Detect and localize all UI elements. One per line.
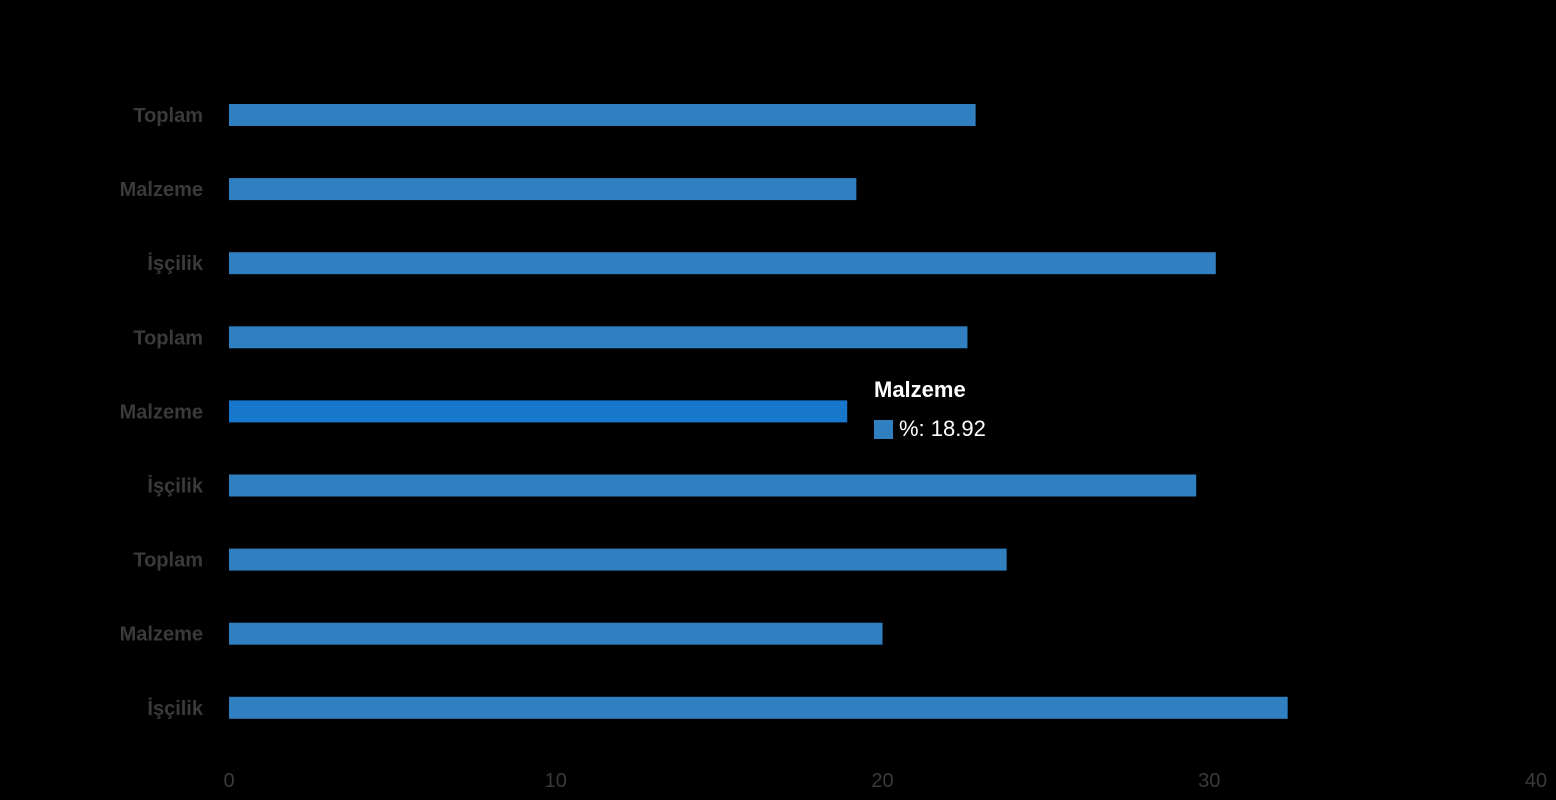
x-tick-label-2: 20 bbox=[871, 770, 893, 792]
category-label-3: Toplam bbox=[133, 327, 203, 349]
bar-2[interactable] bbox=[229, 252, 1216, 275]
category-label-6: Toplam bbox=[133, 550, 203, 572]
bar-1[interactable] bbox=[229, 178, 857, 201]
bar-4[interactable] bbox=[229, 400, 848, 423]
category-label-8: İşçilik bbox=[147, 697, 203, 720]
category-label-5: İşçilik bbox=[147, 475, 203, 498]
x-tick-label-4: 40 bbox=[1525, 770, 1547, 792]
bar-8[interactable] bbox=[229, 696, 1288, 719]
bar-0[interactable] bbox=[229, 104, 976, 126]
category-label-2: İşçilik bbox=[147, 252, 203, 275]
x-tick-label-3: 30 bbox=[1198, 770, 1220, 792]
category-labels: Toplam Malzeme İşçilik Toplam Malzeme İşçilik… bbox=[120, 105, 204, 720]
bar-7[interactable] bbox=[229, 622, 883, 645]
category-label-4: Malzeme bbox=[120, 401, 203, 423]
bar-6[interactable] bbox=[229, 548, 1007, 571]
bar-5[interactable] bbox=[229, 474, 1197, 497]
x-tick-label-0: 0 bbox=[223, 770, 234, 792]
bars-layer bbox=[229, 104, 1288, 719]
category-label-0: Toplam bbox=[133, 105, 203, 127]
x-tick-label-1: 10 bbox=[545, 770, 567, 792]
category-label-1: Malzeme bbox=[120, 179, 203, 201]
category-label-7: Malzeme bbox=[120, 624, 203, 646]
bar-3[interactable] bbox=[229, 326, 968, 349]
x-axis-ticks: 0 10 20 30 40 bbox=[223, 770, 1547, 792]
